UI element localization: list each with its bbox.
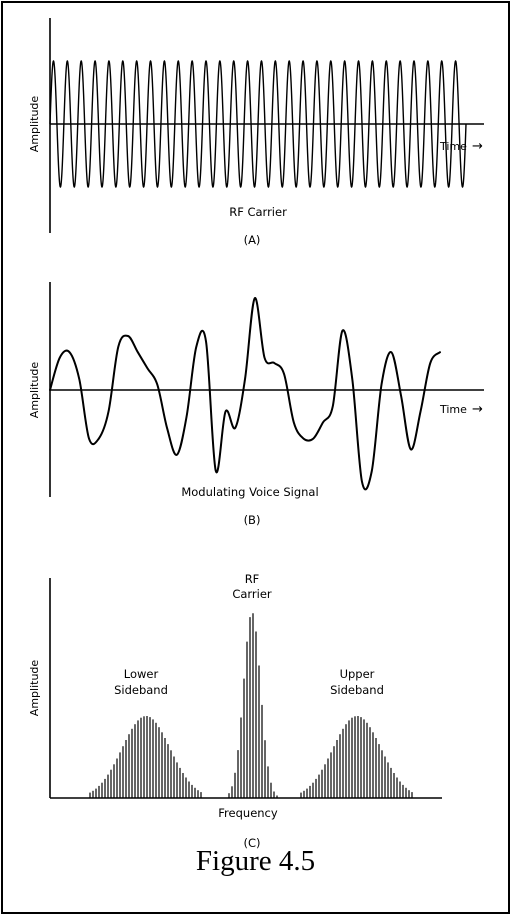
upper-sideband-label-line2: Sideband — [330, 683, 384, 697]
panel-a-ylabel: Amplitude — [28, 96, 41, 153]
lower-sideband-label-line2: Sideband — [114, 683, 168, 697]
panel-c-tag: (C) — [243, 836, 260, 850]
rf-carrier-wave — [49, 59, 467, 189]
lower-sideband-label-line1: Lower — [124, 667, 159, 681]
panel-b-arrow-icon: → — [472, 402, 483, 417]
panel-a-tag: (A) — [244, 233, 261, 247]
panel-b-xlabel: Time — [439, 403, 467, 416]
voice-signal-curve — [49, 297, 441, 491]
figure-caption: Figure 4.5 — [195, 845, 316, 877]
panel-a-xlabel: Time — [439, 140, 467, 153]
panel-b-tag: (B) — [244, 513, 261, 527]
panel-c: Amplitude Lower Sideband RF Carrier Uppe… — [28, 572, 442, 850]
carrier-label-line2: Carrier — [232, 587, 272, 601]
panel-b-label: Modulating Voice Signal — [181, 485, 318, 499]
panel-c-ylabel: Amplitude — [28, 660, 41, 717]
carrier-label-line1: RF — [245, 572, 260, 586]
upper-sideband-label-line1: Upper — [340, 667, 375, 681]
panel-a-label: RF Carrier — [229, 205, 287, 219]
panel-a: Amplitude Time → RF Carrier (A) — [28, 18, 484, 247]
panel-b: Amplitude Time → Modulating Voice Signal… — [28, 282, 484, 527]
spectrum-lines — [89, 613, 413, 798]
panel-b-ylabel: Amplitude — [28, 362, 41, 419]
panel-c-xlabel: Frequency — [218, 806, 278, 820]
panel-a-arrow-icon: → — [472, 139, 483, 154]
